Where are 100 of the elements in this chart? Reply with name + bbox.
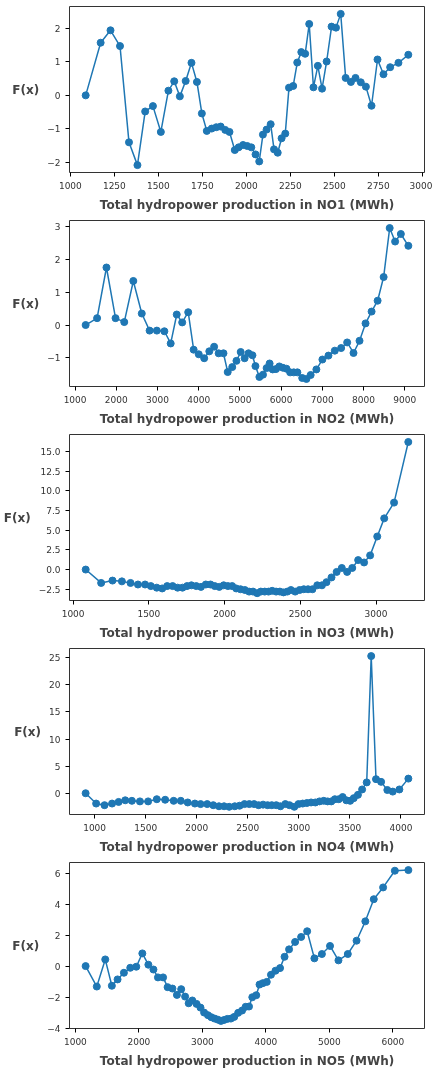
point <box>373 532 382 541</box>
point <box>200 354 209 363</box>
y-axis-title: F(x) <box>12 938 40 953</box>
point <box>390 866 399 875</box>
point <box>377 777 386 786</box>
y-tick-label: −2 <box>47 992 61 1003</box>
point <box>135 797 144 806</box>
point <box>166 339 175 348</box>
point <box>337 344 346 353</box>
x-tick-label: 2000 <box>213 608 237 619</box>
point <box>289 81 298 90</box>
point <box>285 945 294 954</box>
y-tick-label: 2 <box>54 930 61 941</box>
point <box>330 346 339 355</box>
point <box>81 91 90 100</box>
y-axis-title: F(x) <box>3 510 31 525</box>
point <box>197 109 206 118</box>
point <box>367 101 376 110</box>
y-axis-title: F(x) <box>12 82 40 97</box>
y-tick-label: −2.5 <box>38 584 61 595</box>
x-tick-label: 1000 <box>61 608 85 619</box>
point <box>297 932 306 941</box>
y-tick-label: −2 <box>47 157 61 168</box>
x-tick-label: 3000 <box>409 180 432 191</box>
point <box>101 955 110 964</box>
point <box>205 347 214 356</box>
x-tick-label: 6000 <box>381 1036 405 1047</box>
point <box>255 157 264 166</box>
y-tick-label: −4 <box>47 1023 61 1034</box>
point <box>367 652 376 661</box>
point <box>127 796 136 805</box>
y-tick-label: 15.0 <box>40 446 61 457</box>
point <box>187 58 196 67</box>
point <box>172 990 181 999</box>
x-tick-label: 1000 <box>63 1036 88 1047</box>
x-tick-label: 3000 <box>146 394 170 405</box>
point <box>133 580 142 589</box>
point <box>266 120 275 129</box>
y-tick-label: 3 <box>54 221 61 232</box>
x-tick-label: 1000 <box>58 180 83 191</box>
x-tick-label: 3000 <box>287 822 311 833</box>
point <box>92 982 101 991</box>
point <box>293 58 302 67</box>
point <box>366 551 375 560</box>
point <box>390 498 399 507</box>
point <box>369 895 378 904</box>
point <box>160 327 169 336</box>
x-tick-label: 1000 <box>83 822 107 833</box>
point <box>81 565 90 574</box>
point <box>326 941 335 950</box>
point <box>170 77 179 86</box>
x-tick-label: 6000 <box>269 394 293 405</box>
point <box>391 237 400 246</box>
y-axis-title: F(x) <box>12 296 40 311</box>
y-tick-label: −1 <box>47 353 61 364</box>
y-tick-label: 10 <box>49 734 61 745</box>
point <box>309 83 318 92</box>
y-tick-label: 0 <box>54 320 61 331</box>
point <box>251 362 260 371</box>
y-tick-label: 0 <box>54 90 61 101</box>
point <box>194 350 203 359</box>
point <box>355 336 364 345</box>
point <box>236 347 245 356</box>
point <box>327 573 336 582</box>
point <box>144 797 153 806</box>
point <box>404 50 413 59</box>
point <box>362 778 371 787</box>
point <box>334 956 343 965</box>
x-tick-label: 5000 <box>228 394 252 405</box>
point <box>396 229 405 238</box>
point <box>379 883 388 892</box>
y-tick-label: 12.5 <box>40 466 61 477</box>
point <box>351 73 360 82</box>
point <box>343 338 352 347</box>
point <box>100 801 109 810</box>
point <box>373 296 382 305</box>
point <box>313 61 322 70</box>
x-tick-label: 4000 <box>389 822 413 833</box>
point <box>107 981 116 990</box>
point <box>106 26 115 35</box>
point <box>353 790 362 799</box>
point <box>240 354 249 363</box>
point <box>394 58 403 67</box>
x-tick-label: 5000 <box>317 1036 342 1047</box>
point <box>152 795 161 804</box>
point <box>232 356 241 365</box>
point <box>175 92 184 101</box>
point <box>317 950 326 959</box>
point <box>144 960 153 969</box>
point <box>301 49 310 58</box>
point <box>248 351 257 360</box>
y-tick-label: 5 <box>54 761 61 772</box>
x-tick-label: 8000 <box>352 394 376 405</box>
point <box>247 143 256 152</box>
x-tick-label: 2000 <box>234 180 259 191</box>
point <box>111 314 120 323</box>
point <box>156 127 165 136</box>
point <box>361 917 370 926</box>
point <box>331 23 340 32</box>
y-tick-label: 5.0 <box>46 525 61 536</box>
